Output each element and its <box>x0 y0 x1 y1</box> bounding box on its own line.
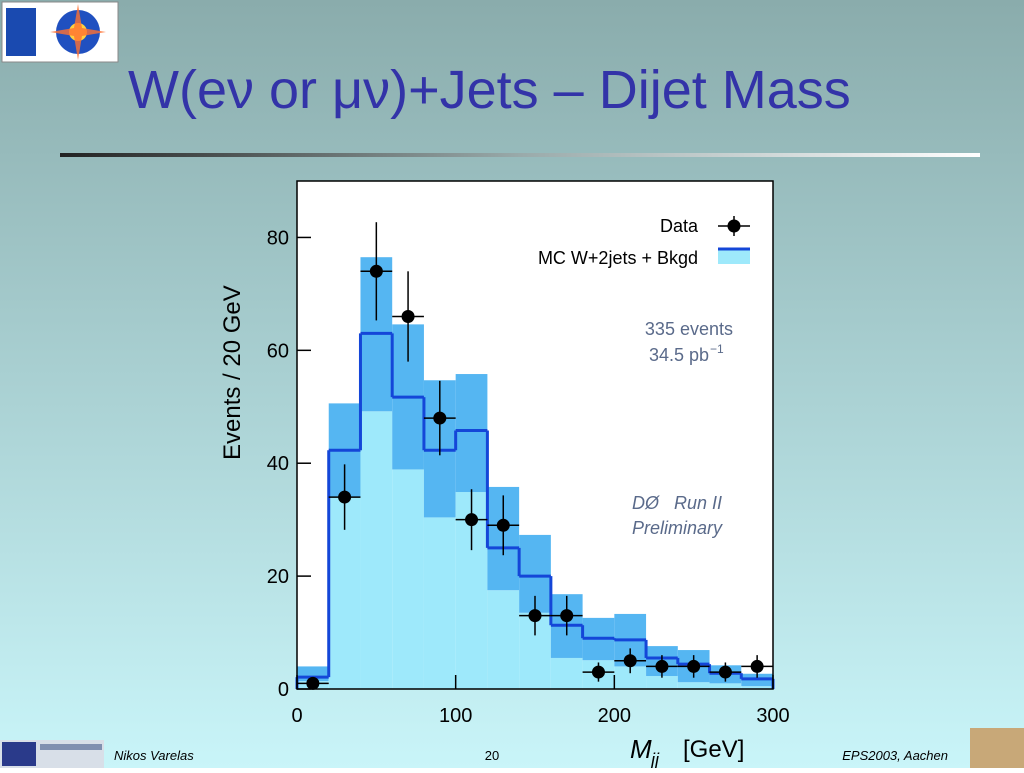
y-axis-label: Events / 20 GeV <box>219 285 246 460</box>
x-tick-label: 100 <box>439 705 472 727</box>
x-tick-label: 0 <box>291 705 302 727</box>
x-axis-subscript: jj <box>648 750 660 768</box>
data-point <box>465 513 479 527</box>
data-point <box>401 309 415 323</box>
slide-title: W(eν or μν)+Jets – Dijet Mass <box>128 60 851 120</box>
mc-fill <box>550 657 583 689</box>
legend-label: Data <box>660 216 699 236</box>
mc-fill <box>646 676 678 689</box>
footer-event: EPS2003, Aachen <box>842 748 948 763</box>
annotation-superscript: −1 <box>710 342 724 356</box>
data-point <box>369 264 383 278</box>
x-tick-label: 200 <box>598 705 631 727</box>
data-point <box>750 659 764 673</box>
data-point <box>338 490 352 504</box>
data-point <box>655 659 669 673</box>
data-point <box>687 659 701 673</box>
y-tick-label: 40 <box>267 453 289 475</box>
data-point <box>591 665 605 679</box>
footer-author: Nikos Varelas <box>114 748 194 763</box>
mc-fill <box>487 590 520 689</box>
annotation: Preliminary <box>632 518 723 538</box>
mc-fill <box>392 469 424 689</box>
y-tick-label: 0 <box>278 679 289 701</box>
x-axis-unit: [GeV] <box>683 736 744 763</box>
y-tick-label: 80 <box>267 227 289 249</box>
legend-swatch <box>718 248 750 264</box>
footer-page: 20 <box>485 748 499 763</box>
title-rule <box>60 153 980 157</box>
annotation: DØ Run II <box>632 493 722 513</box>
annotation: 34.5 pb <box>649 345 709 365</box>
mc-fill <box>709 683 742 689</box>
x-tick-label: 300 <box>756 705 789 727</box>
x-axis-symbol: M <box>630 734 652 764</box>
data-point <box>528 609 542 623</box>
mc-fill <box>614 666 647 689</box>
plot-frame <box>296 180 774 690</box>
logo <box>1 1 119 63</box>
data-point <box>496 518 510 532</box>
footer-image <box>970 728 1024 768</box>
legend-label: MC W+2jets + Bkgd <box>538 248 698 268</box>
data-point <box>623 654 637 668</box>
mc-fill <box>360 411 393 689</box>
annotation: 335 events <box>645 319 733 339</box>
data-point <box>433 411 447 425</box>
mc-fill <box>423 517 456 689</box>
data-point <box>560 609 574 623</box>
mc-fill <box>677 682 710 689</box>
data-point <box>718 665 732 679</box>
mc-fill <box>741 686 773 689</box>
mc-band <box>455 374 488 493</box>
legend-swatch <box>727 219 741 233</box>
data-point <box>306 676 320 690</box>
footer-logo <box>0 740 104 768</box>
y-tick-label: 20 <box>267 566 289 588</box>
y-tick-label: 60 <box>267 340 289 362</box>
